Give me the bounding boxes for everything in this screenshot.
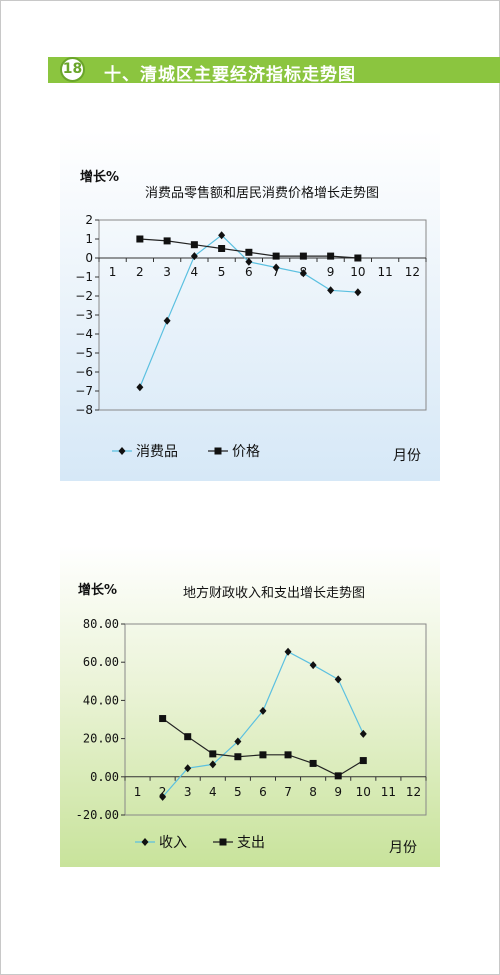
x-tick-label: 12 [405, 265, 420, 279]
data-point [136, 383, 144, 392]
x-tick-label: 10 [356, 785, 371, 799]
data-point [299, 252, 307, 260]
data-point [245, 257, 253, 266]
data-point [327, 252, 335, 260]
chart-title: 地方财政收入和支出增长走势图 [183, 585, 365, 601]
y-tick-label: −5 [75, 346, 93, 360]
y-tick-label: −4 [75, 327, 93, 341]
x-tick-label: 12 [406, 785, 421, 799]
y-tick-label: −3 [75, 308, 93, 322]
data-point [272, 252, 280, 260]
data-point [234, 737, 242, 746]
y-tick-label: 0.00 [90, 770, 119, 784]
y-tick-label: −2 [75, 289, 93, 303]
data-point [184, 764, 192, 773]
data-point [299, 269, 307, 278]
data-point [309, 759, 317, 767]
data-point [163, 316, 171, 325]
x-tick-label: 1 [109, 265, 117, 279]
series-line [162, 650, 364, 798]
legend-marker [141, 838, 149, 846]
section-number-badge: 18 [60, 57, 85, 82]
legend-label: 价格 [232, 444, 260, 460]
y-tick-label: −7 [75, 384, 93, 398]
data-point [309, 661, 317, 670]
data-point [272, 263, 280, 272]
x-axis-label: 月份 [393, 448, 421, 464]
y-axis-label: 增长% [78, 582, 117, 598]
x-tick-label: 1 [134, 785, 142, 799]
legend-label: 消费品 [136, 444, 178, 460]
data-point [218, 245, 226, 252]
data-point [218, 231, 226, 240]
x-tick-label: 7 [272, 265, 280, 279]
x-tick-label: 3 [163, 265, 171, 279]
data-point [136, 235, 144, 243]
data-point [159, 715, 167, 723]
data-point [354, 288, 362, 297]
y-tick-label: 40.00 [83, 693, 119, 707]
x-tick-label: 2 [159, 785, 167, 799]
y-tick-label: −6 [75, 365, 93, 379]
x-tick-label: 5 [234, 785, 242, 799]
x-tick-label: 10 [350, 265, 365, 279]
x-tick-label: 9 [334, 785, 342, 799]
x-tick-label: 8 [309, 785, 317, 799]
data-point [209, 750, 217, 758]
legend-label: 收入 [159, 835, 187, 851]
x-tick-label: 11 [381, 785, 396, 799]
y-tick-label: 60.00 [83, 655, 119, 669]
legend-marker [219, 838, 227, 846]
chart-title: 消费品零售额和居民消费价格增长走势图 [145, 185, 379, 201]
chart-panel-finance [60, 546, 440, 867]
y-tick-label: 1 [85, 232, 93, 246]
x-tick-label: 4 [209, 785, 217, 799]
data-point [359, 729, 367, 738]
y-axis-label: 增长% [80, 169, 119, 185]
section-title: 十、清城区主要经济指标走势图 [104, 65, 356, 85]
data-point [327, 286, 335, 295]
data-point [159, 792, 167, 801]
data-point [354, 254, 362, 262]
y-tick-label: 2 [85, 213, 93, 227]
data-point [334, 675, 342, 684]
legend-label: 支出 [237, 835, 265, 851]
data-point [359, 757, 367, 765]
x-tick-label: 7 [284, 785, 292, 799]
x-tick-label: 9 [327, 265, 335, 279]
data-point [334, 772, 342, 780]
x-axis-label: 月份 [389, 840, 417, 856]
y-tick-label: 20.00 [83, 732, 119, 746]
chart-panel-consumption [60, 130, 440, 481]
y-tick-label: -20.00 [76, 808, 119, 822]
data-point [259, 706, 267, 715]
y-tick-label: −8 [75, 403, 93, 417]
plot-area [124, 623, 427, 816]
section-header-bar [48, 57, 500, 83]
x-tick-label: 2 [136, 265, 144, 279]
data-point [259, 751, 267, 759]
data-point [209, 760, 217, 769]
y-tick-label: 80.00 [83, 617, 119, 631]
x-tick-label: 5 [218, 265, 226, 279]
x-tick-label: 6 [259, 785, 267, 799]
x-tick-label: 4 [191, 265, 199, 279]
data-point [234, 753, 242, 761]
data-point [190, 241, 198, 249]
x-tick-label: 3 [184, 785, 192, 799]
data-point [184, 733, 192, 741]
data-point [190, 252, 198, 261]
x-tick-label: 6 [245, 265, 253, 279]
data-point [163, 237, 171, 245]
data-point [284, 751, 292, 759]
legend-marker [214, 447, 222, 455]
y-tick-label: 0 [85, 251, 93, 265]
x-tick-label: 11 [377, 265, 392, 279]
data-point [284, 647, 292, 656]
legend-marker [118, 447, 126, 455]
data-point [245, 248, 253, 256]
y-tick-label: −1 [75, 270, 93, 284]
